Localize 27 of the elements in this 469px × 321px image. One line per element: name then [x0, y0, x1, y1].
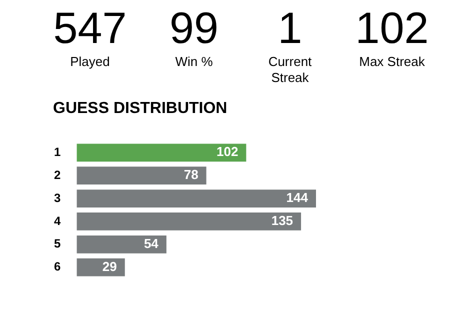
bar: [76, 190, 316, 208]
bar: [76, 258, 125, 276]
text: 547: [52, 4, 128, 54]
text: Max Streak: [358, 54, 426, 70]
bar: [76, 144, 246, 162]
data-label: 102: [216, 144, 238, 160]
y-tick-label: 4: [54, 214, 61, 228]
text: 1: [276, 4, 304, 54]
data-label: 54: [144, 236, 160, 251]
y-tick-label: 6: [54, 260, 61, 274]
text: Current Streak: [267, 54, 313, 86]
y-tick-label: 2: [54, 168, 61, 182]
y-tick-label: 3: [54, 190, 61, 205]
data-label: 144: [286, 190, 309, 206]
text: 102: [354, 4, 430, 54]
data-label: 78: [184, 167, 198, 182]
y-tick-label: 5: [54, 236, 61, 251]
bar: [76, 212, 302, 230]
bar: [76, 166, 206, 185]
y-tick-label: 1: [54, 144, 61, 159]
bar: [76, 235, 166, 254]
data-label: 135: [271, 213, 294, 228]
data-label: 29: [102, 258, 117, 274]
text: Played: [69, 54, 111, 70]
text: 99: [168, 4, 220, 54]
chart-title: GUESS DISTRIBUTION: [53, 100, 228, 118]
text: Win %: [174, 54, 214, 70]
